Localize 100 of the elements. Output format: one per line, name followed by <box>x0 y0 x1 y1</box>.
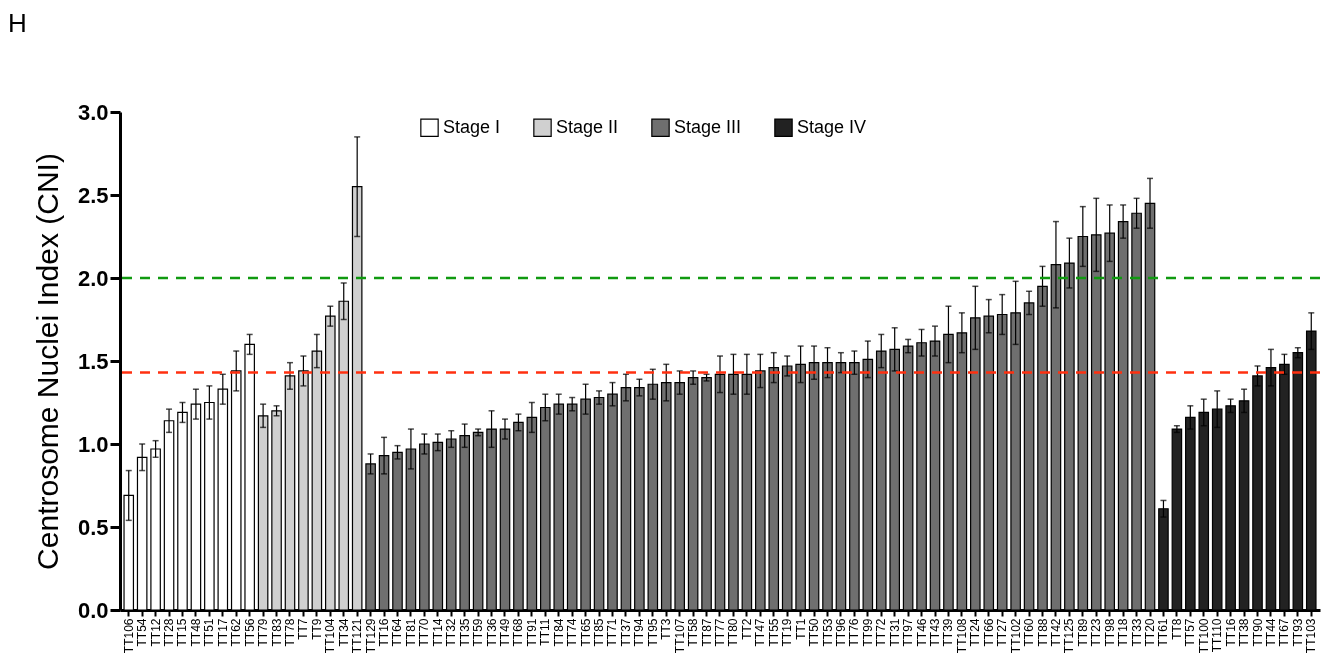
x-tick-label: TT50 <box>807 618 822 647</box>
x-tick-label: TT83 <box>269 618 284 647</box>
x-tick-label: TT110 <box>1210 618 1225 653</box>
x-tick-label: TT37 <box>618 618 633 647</box>
x-tick-label: TT85 <box>592 618 607 647</box>
x-tick-label: TT102 <box>1008 618 1023 654</box>
x-tick-label: TT100 <box>1196 618 1211 654</box>
x-tick-label: TT9 <box>309 618 324 640</box>
x-tick-label: TT88 <box>1035 618 1050 647</box>
x-tick-label: TT78 <box>282 618 297 647</box>
x-tick-label: TT56 <box>242 618 257 647</box>
legend-label: Stage I <box>443 116 501 137</box>
x-tick-label: TT49 <box>497 618 512 647</box>
x-tick-label: TT44 <box>1263 618 1278 647</box>
x-tick-label: TT106 <box>121 618 136 654</box>
x-tick-label: TT16 <box>1223 618 1238 647</box>
x-tick-label: TT80 <box>726 618 741 647</box>
legend-label: Stage IV <box>797 116 867 137</box>
x-tick-label: TT51 <box>202 618 217 647</box>
x-tick-label: TT12 <box>148 618 163 647</box>
text: H <box>8 8 27 39</box>
y-tick-label: 2.5 <box>77 182 109 208</box>
x-tick-label: TT65 <box>578 618 593 647</box>
x-tick-label: TT129 <box>363 618 378 654</box>
x-tick-label: TT16 <box>377 618 392 647</box>
y-tick-label: 1.0 <box>77 431 109 457</box>
x-tick-label: TT90 <box>1250 618 1265 647</box>
x-tick-label: TT99 <box>860 618 875 647</box>
x-tick-label: TT61 <box>1156 618 1171 647</box>
x-tick-label: TT72 <box>874 618 889 647</box>
x-tick-label: TT7 <box>296 618 311 640</box>
x-tick-label: TT66 <box>981 618 996 647</box>
x-tick-label: TT84 <box>551 618 566 647</box>
x-tick-label: TT76 <box>847 618 862 647</box>
x-tick-label: TT20 <box>1143 618 1158 647</box>
x-tick-label: TT34 <box>336 618 351 647</box>
x-tick-label: TT60 <box>1022 618 1037 647</box>
x-tick-label: TT94 <box>632 618 647 647</box>
x-tick-label: TT121 <box>350 618 365 654</box>
legend-label: Stage II <box>556 116 619 137</box>
x-tick-label: TT58 <box>686 618 701 647</box>
legend-label: Stage III <box>674 116 742 137</box>
y-tick-label: 3.0 <box>77 99 109 125</box>
x-tick-label: TT81 <box>403 618 418 647</box>
x-tick-label: TT125 <box>1062 618 1077 654</box>
y-tick-label: 2.0 <box>77 265 109 291</box>
x-tick-label: TT59 <box>471 618 486 647</box>
x-tick-label: TT95 <box>645 618 660 647</box>
x-tick-label: TT79 <box>256 618 271 647</box>
x-tick-label: TT17 <box>215 618 230 647</box>
x-tick-label: TT3 <box>659 618 674 640</box>
x-tick-label: TT98 <box>1102 618 1117 647</box>
x-tick-label: TT23 <box>1089 618 1104 647</box>
x-tick-label: TT2 <box>739 618 754 640</box>
x-tick-label: TT57 <box>1183 618 1198 647</box>
x-tick-label: TT96 <box>833 618 848 647</box>
x-tick-label: TT33 <box>1129 618 1144 647</box>
x-tick-label: TT53 <box>820 618 835 647</box>
x-tick-label: TT104 <box>323 618 338 654</box>
x-tick-label: TT36 <box>484 618 499 647</box>
y-axis-title: Centrosome Nuclei Index (CNI) <box>30 153 64 570</box>
x-tick-label: TT27 <box>995 618 1010 647</box>
x-tick-label: TT74 <box>565 618 580 647</box>
x-tick-label: TT32 <box>444 618 459 647</box>
x-tick-label: TT35 <box>457 618 472 647</box>
x-tick-label: TT71 <box>605 618 620 647</box>
x-tick-label: TT1 <box>793 618 808 640</box>
x-tick-label: TT42 <box>1048 618 1063 647</box>
y-tick-label: 0.5 <box>77 514 109 540</box>
x-tick-label: TT67 <box>1277 618 1292 647</box>
x-tick-label: TT77 <box>713 618 727 647</box>
x-tick-label: TT64 <box>390 618 405 647</box>
x-tick-label: TT47 <box>753 618 768 647</box>
x-tick-label: TT89 <box>1075 618 1090 647</box>
y-tick-label: 0.0 <box>77 597 109 623</box>
x-tick-label: TT68 <box>511 618 526 647</box>
x-tick-label: TT28 <box>162 618 177 647</box>
x-tick-label: TT11 <box>538 618 553 646</box>
x-tick-label: TT108 <box>954 618 969 654</box>
x-tick-label: TT31 <box>887 618 902 647</box>
x-tick-label: TT15 <box>175 618 190 647</box>
x-tick-label: TT55 <box>766 618 781 647</box>
x-tick-label: TT48 <box>188 618 203 647</box>
x-tick-label: TT70 <box>417 618 432 647</box>
x-tick-label: TT93 <box>1290 618 1305 647</box>
x-tick-label: TT103 <box>1304 618 1319 654</box>
x-tick-label: TT43 <box>928 618 943 647</box>
x-tick-label: TT97 <box>901 618 916 647</box>
x-tick-label: TT62 <box>229 618 244 647</box>
x-tick-label: TT87 <box>699 618 714 647</box>
x-tick-label: TT24 <box>968 618 983 647</box>
x-tick-label: TT19 <box>780 618 795 647</box>
x-tick-label: TT39 <box>941 618 956 647</box>
x-tick-label: TT14 <box>430 618 445 647</box>
x-tick-label: TT107 <box>672 618 687 654</box>
x-tick-label: TT54 <box>135 618 150 647</box>
x-tick-label: TT46 <box>914 618 929 647</box>
y-tick-label: 1.5 <box>77 348 109 374</box>
x-tick-label: TT8 <box>1169 618 1184 640</box>
x-tick-label: TT91 <box>524 618 539 647</box>
